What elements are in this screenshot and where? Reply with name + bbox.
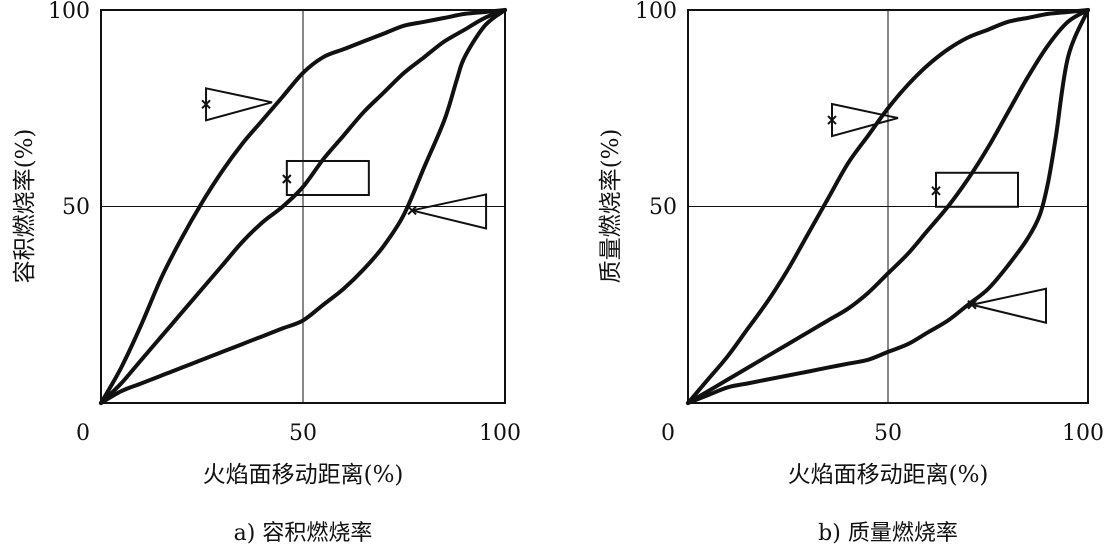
legend-shape-triangle-pointing-right-a: [205, 87, 273, 122]
caption-b: b) 质量燃烧率: [818, 521, 958, 546]
ytick-100-b: 100: [635, 0, 677, 24]
x-axis-label-a: 火焰面移动距离(%): [203, 462, 404, 488]
xtick-100-b: 100: [1062, 421, 1104, 446]
legend-shape-triangle-pointing-left-b: [971, 287, 1047, 325]
curves-b: [686, 8, 1090, 405]
marker-x-triangle-pointing-right-b: [827, 115, 837, 125]
caption-a: a) 容积燃烧率: [234, 521, 373, 546]
y-axis-label-a: 容积燃烧率(%): [12, 129, 38, 284]
curve-rectangle-a: [99, 8, 507, 405]
curve-triangle-pointing-right-b: [686, 8, 1090, 405]
marker-x-triangle-pointing-left-a: [407, 205, 417, 216]
marker-x-rectangle-b: [931, 186, 941, 196]
curve-triangle-pointing-right-a: [99, 8, 507, 405]
shapes-a: [201, 87, 488, 230]
marker-x-triangle-pointing-right-a: [201, 99, 211, 110]
curve-triangle-pointing-left-a: [99, 8, 507, 405]
xtick-50-b: 50: [874, 421, 902, 446]
ytick-50-b: 50: [649, 195, 677, 220]
panel-b: 100 50 0 50 100 火焰面移动距离(%) 质量燃烧率(%) b) 质…: [598, 0, 1104, 546]
ytick-50-a: 50: [62, 195, 90, 220]
curve-rectangle-b: [686, 8, 1090, 405]
xtick-50-a: 50: [289, 421, 317, 446]
curve-triangle-pointing-left-b: [686, 8, 1090, 405]
xtick-100-a: 100: [479, 421, 521, 446]
shapes-b: [827, 102, 1047, 325]
marker-x-triangle-pointing-left-b: [967, 300, 977, 310]
legend-shape-triangle-pointing-left-a: [411, 193, 488, 230]
ytick-100-a: 100: [48, 0, 90, 24]
curves-a: [99, 8, 507, 405]
x-axis-label-b: 火焰面移动距离(%): [788, 462, 989, 488]
panel-a: 100 50 0 50 100 火焰面移动距离(%) 容积燃烧率(%) a) 容…: [12, 0, 521, 546]
xtick-0-b: 0: [661, 421, 675, 446]
marker-x-rectangle-a: [282, 174, 292, 184]
xtick-0-a: 0: [76, 421, 90, 446]
y-axis-label-b: 质量燃烧率(%): [598, 129, 624, 284]
legend-shape-rectangle-b: [935, 171, 1019, 208]
